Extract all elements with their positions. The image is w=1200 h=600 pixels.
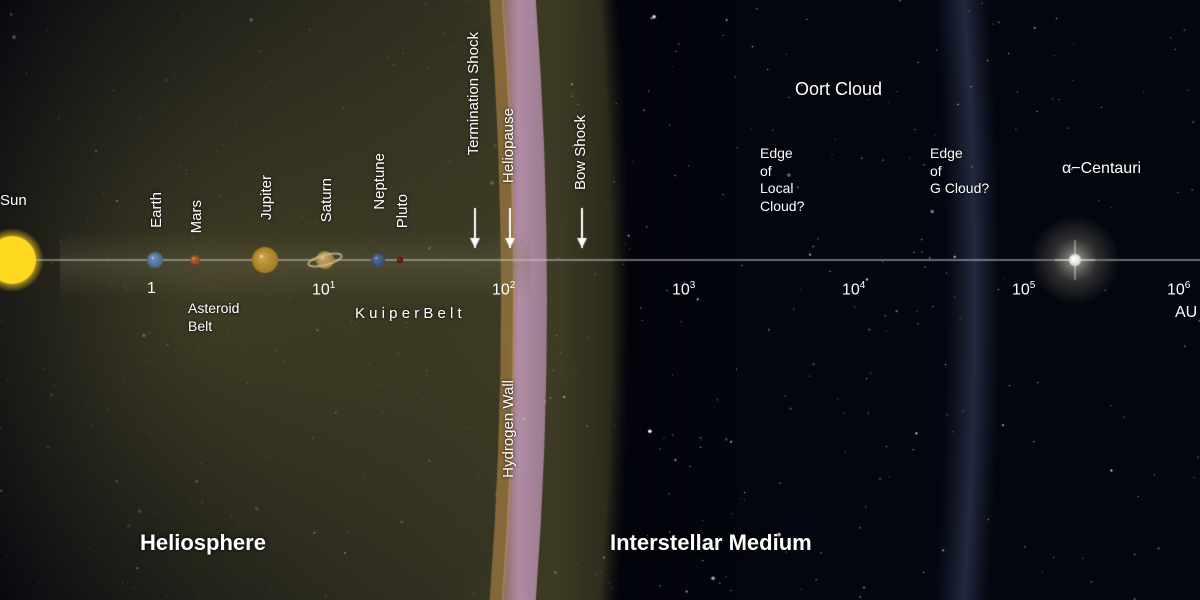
region-heliosphere: Heliosphere <box>140 530 266 556</box>
axis-tick: 1 <box>147 280 156 298</box>
space-background <box>0 0 1200 600</box>
axis-tick: 101 <box>312 280 335 299</box>
region-interstellar: Interstellar Medium <box>610 530 812 556</box>
axis-tick: 106 <box>1167 280 1190 299</box>
axis-tick: 104 <box>842 280 865 299</box>
axis-tick: 105 <box>1012 280 1035 299</box>
axis-tick: 102 <box>492 280 515 299</box>
axis-unit: AU <box>1175 304 1197 322</box>
axis-tick: 103 <box>672 280 695 299</box>
